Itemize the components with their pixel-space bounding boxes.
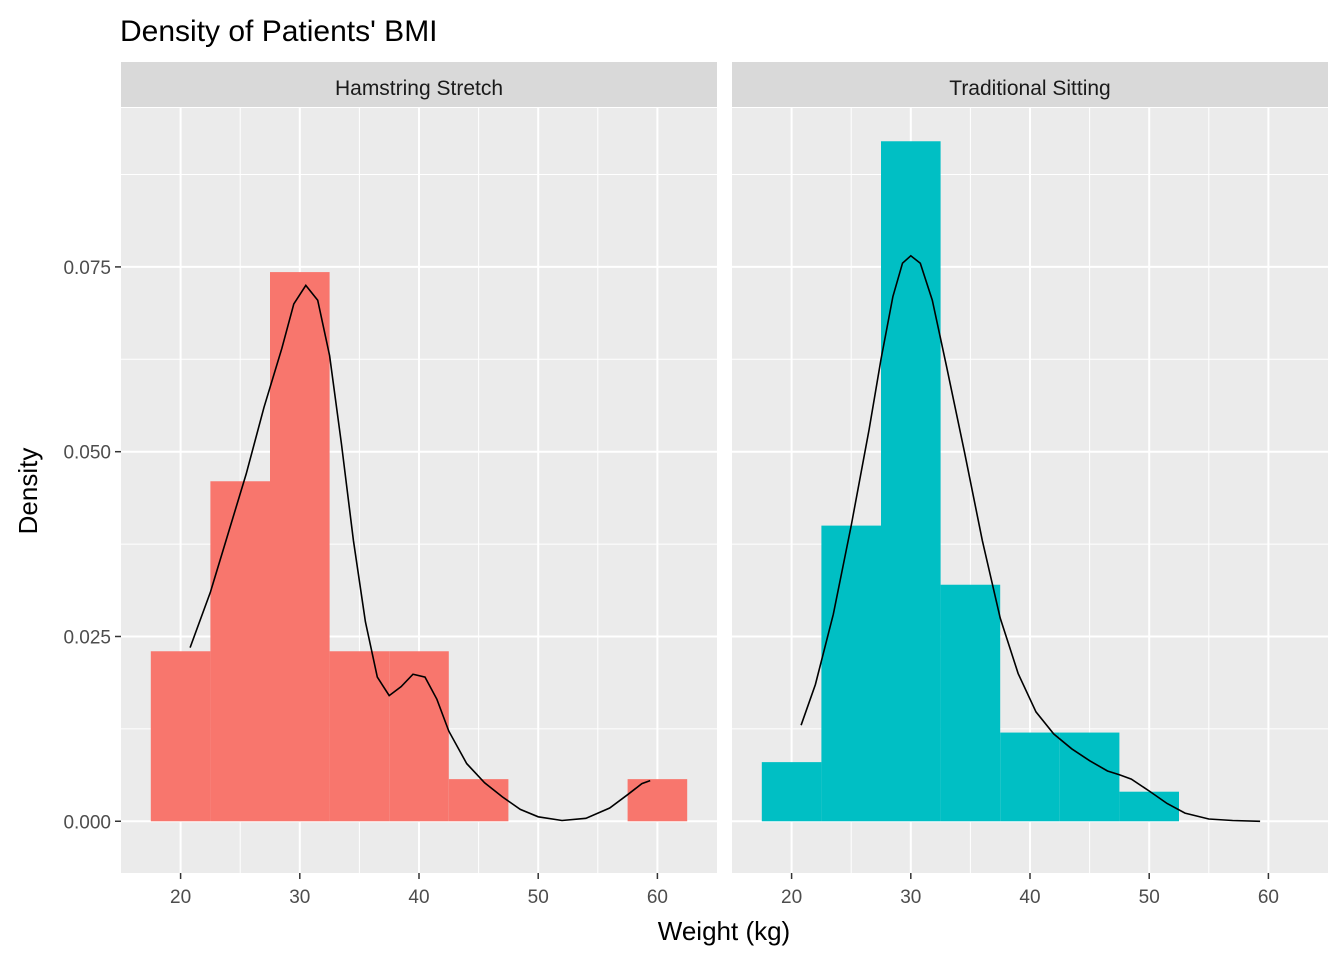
x-tick-label: 60	[647, 887, 668, 908]
facet-strip	[121, 62, 717, 107]
histogram-bar	[150, 651, 211, 822]
y-tick-label: 0.000	[63, 812, 111, 833]
facet-strip	[732, 62, 1328, 107]
y-axis: 0.000 0.025 0.050 0.075	[63, 258, 121, 833]
x-tick-label: 30	[289, 887, 310, 908]
histogram-bar	[1000, 732, 1060, 822]
facet-strip-label: Traditional Sitting	[949, 77, 1110, 100]
y-tick-label: 0.025	[63, 627, 111, 648]
histogram-bar	[627, 779, 688, 822]
x-tick-label: 60	[1258, 887, 1279, 908]
histogram-bar	[821, 525, 881, 822]
y-axis-title: Density	[13, 448, 43, 535]
x-tick-label: 20	[781, 887, 802, 908]
density-curve	[189, 284, 651, 822]
histogram-bar	[881, 141, 941, 822]
histogram-bar	[448, 779, 509, 822]
x-tick-label: 40	[408, 887, 429, 908]
chart-title: Density of Patients' BMI	[120, 15, 438, 48]
facet-strip-label: Hamstring Stretch	[335, 77, 503, 100]
histogram-bar	[761, 762, 822, 822]
histogram-bar	[389, 651, 449, 822]
y-tick-label: 0.075	[63, 258, 111, 279]
y-tick-label: 0.050	[63, 443, 111, 464]
facet-panel-2: Traditional Sitting 20 30 40 50 60	[732, 62, 1328, 908]
x-tick-label: 20	[170, 887, 191, 908]
histogram-bar	[1119, 791, 1179, 822]
x-tick-label: 50	[1139, 887, 1160, 908]
histogram-bar	[940, 584, 1001, 822]
histogram-bar	[329, 651, 390, 822]
x-axis-title: Weight (kg)	[658, 916, 790, 946]
x-tick-label: 50	[528, 887, 549, 908]
x-tick-label: 40	[1019, 887, 1040, 908]
density-curve	[800, 254, 1261, 823]
histogram-bar	[270, 272, 330, 822]
facet-panel-1: Hamstring Stretch 20 30 40 50 60	[121, 62, 717, 908]
histogram-bar	[210, 481, 270, 822]
x-tick-label: 30	[900, 887, 921, 908]
